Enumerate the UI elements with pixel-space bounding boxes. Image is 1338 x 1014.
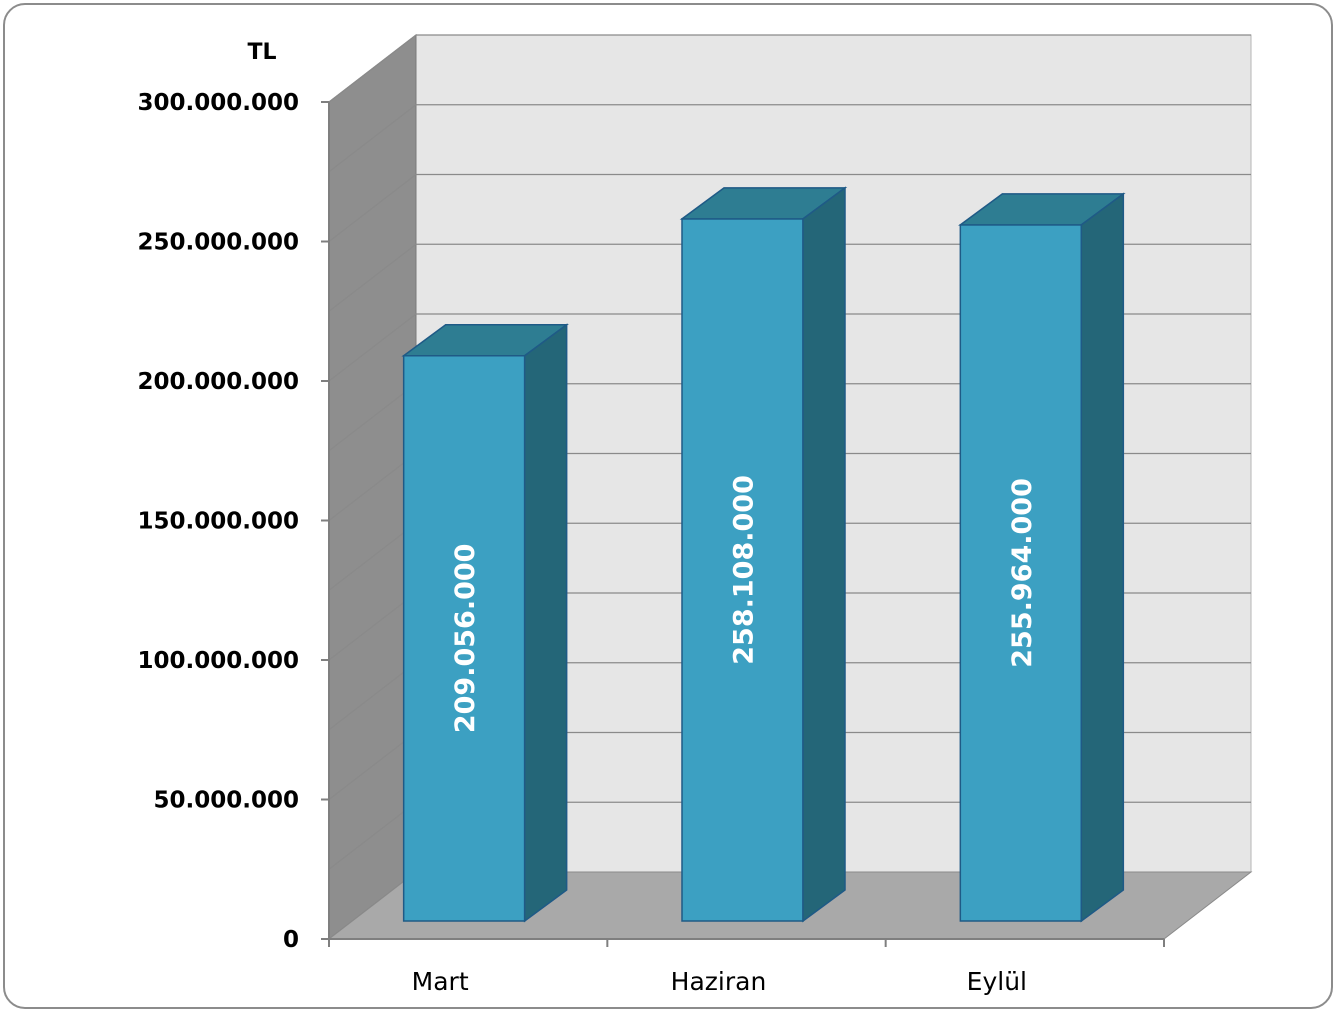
y-axis-unit-label: TL xyxy=(247,40,276,65)
axes xyxy=(321,101,1165,947)
bar-front xyxy=(681,218,804,922)
y-tick-label: 300.000.000 xyxy=(137,90,299,116)
chart-frame: 0 50.000.000 100.000.000 150.000.000 200.000… xyxy=(3,3,1333,1009)
bars xyxy=(401,186,1126,923)
gridline xyxy=(328,173,1251,243)
gridline xyxy=(328,34,1251,103)
y-tick-label: 250.000.000 xyxy=(137,230,299,256)
y-tick-label: 0 xyxy=(283,927,299,953)
y-tick-label: 150.000.000 xyxy=(137,509,299,535)
bar-front xyxy=(402,354,526,922)
bar-side xyxy=(802,186,846,923)
bar-data-label: 258.108.000 xyxy=(729,475,760,665)
bar-data-label: 255.964.000 xyxy=(1007,478,1038,668)
x-category-label: Haziran xyxy=(671,967,767,996)
bar-side xyxy=(523,323,568,923)
x-category-label: Eylül xyxy=(967,967,1027,996)
y-tick-label: 100.000.000 xyxy=(137,648,299,674)
labels: 0 50.000.000 100.000.000 150.000.000 200.000… xyxy=(137,90,1037,996)
y-tick-label: 50.000.000 xyxy=(153,788,299,814)
x-category-label: Mart xyxy=(412,967,469,996)
bar-front xyxy=(959,224,1083,922)
bar-chart: 0 50.000.000 100.000.000 150.000.000 200.000… xyxy=(137,33,1253,996)
bar-side xyxy=(1080,192,1125,923)
bar-data-label: 209.056.000 xyxy=(450,544,481,734)
gridline xyxy=(328,104,1251,173)
y-tick-label: 200.000.000 xyxy=(137,369,299,395)
